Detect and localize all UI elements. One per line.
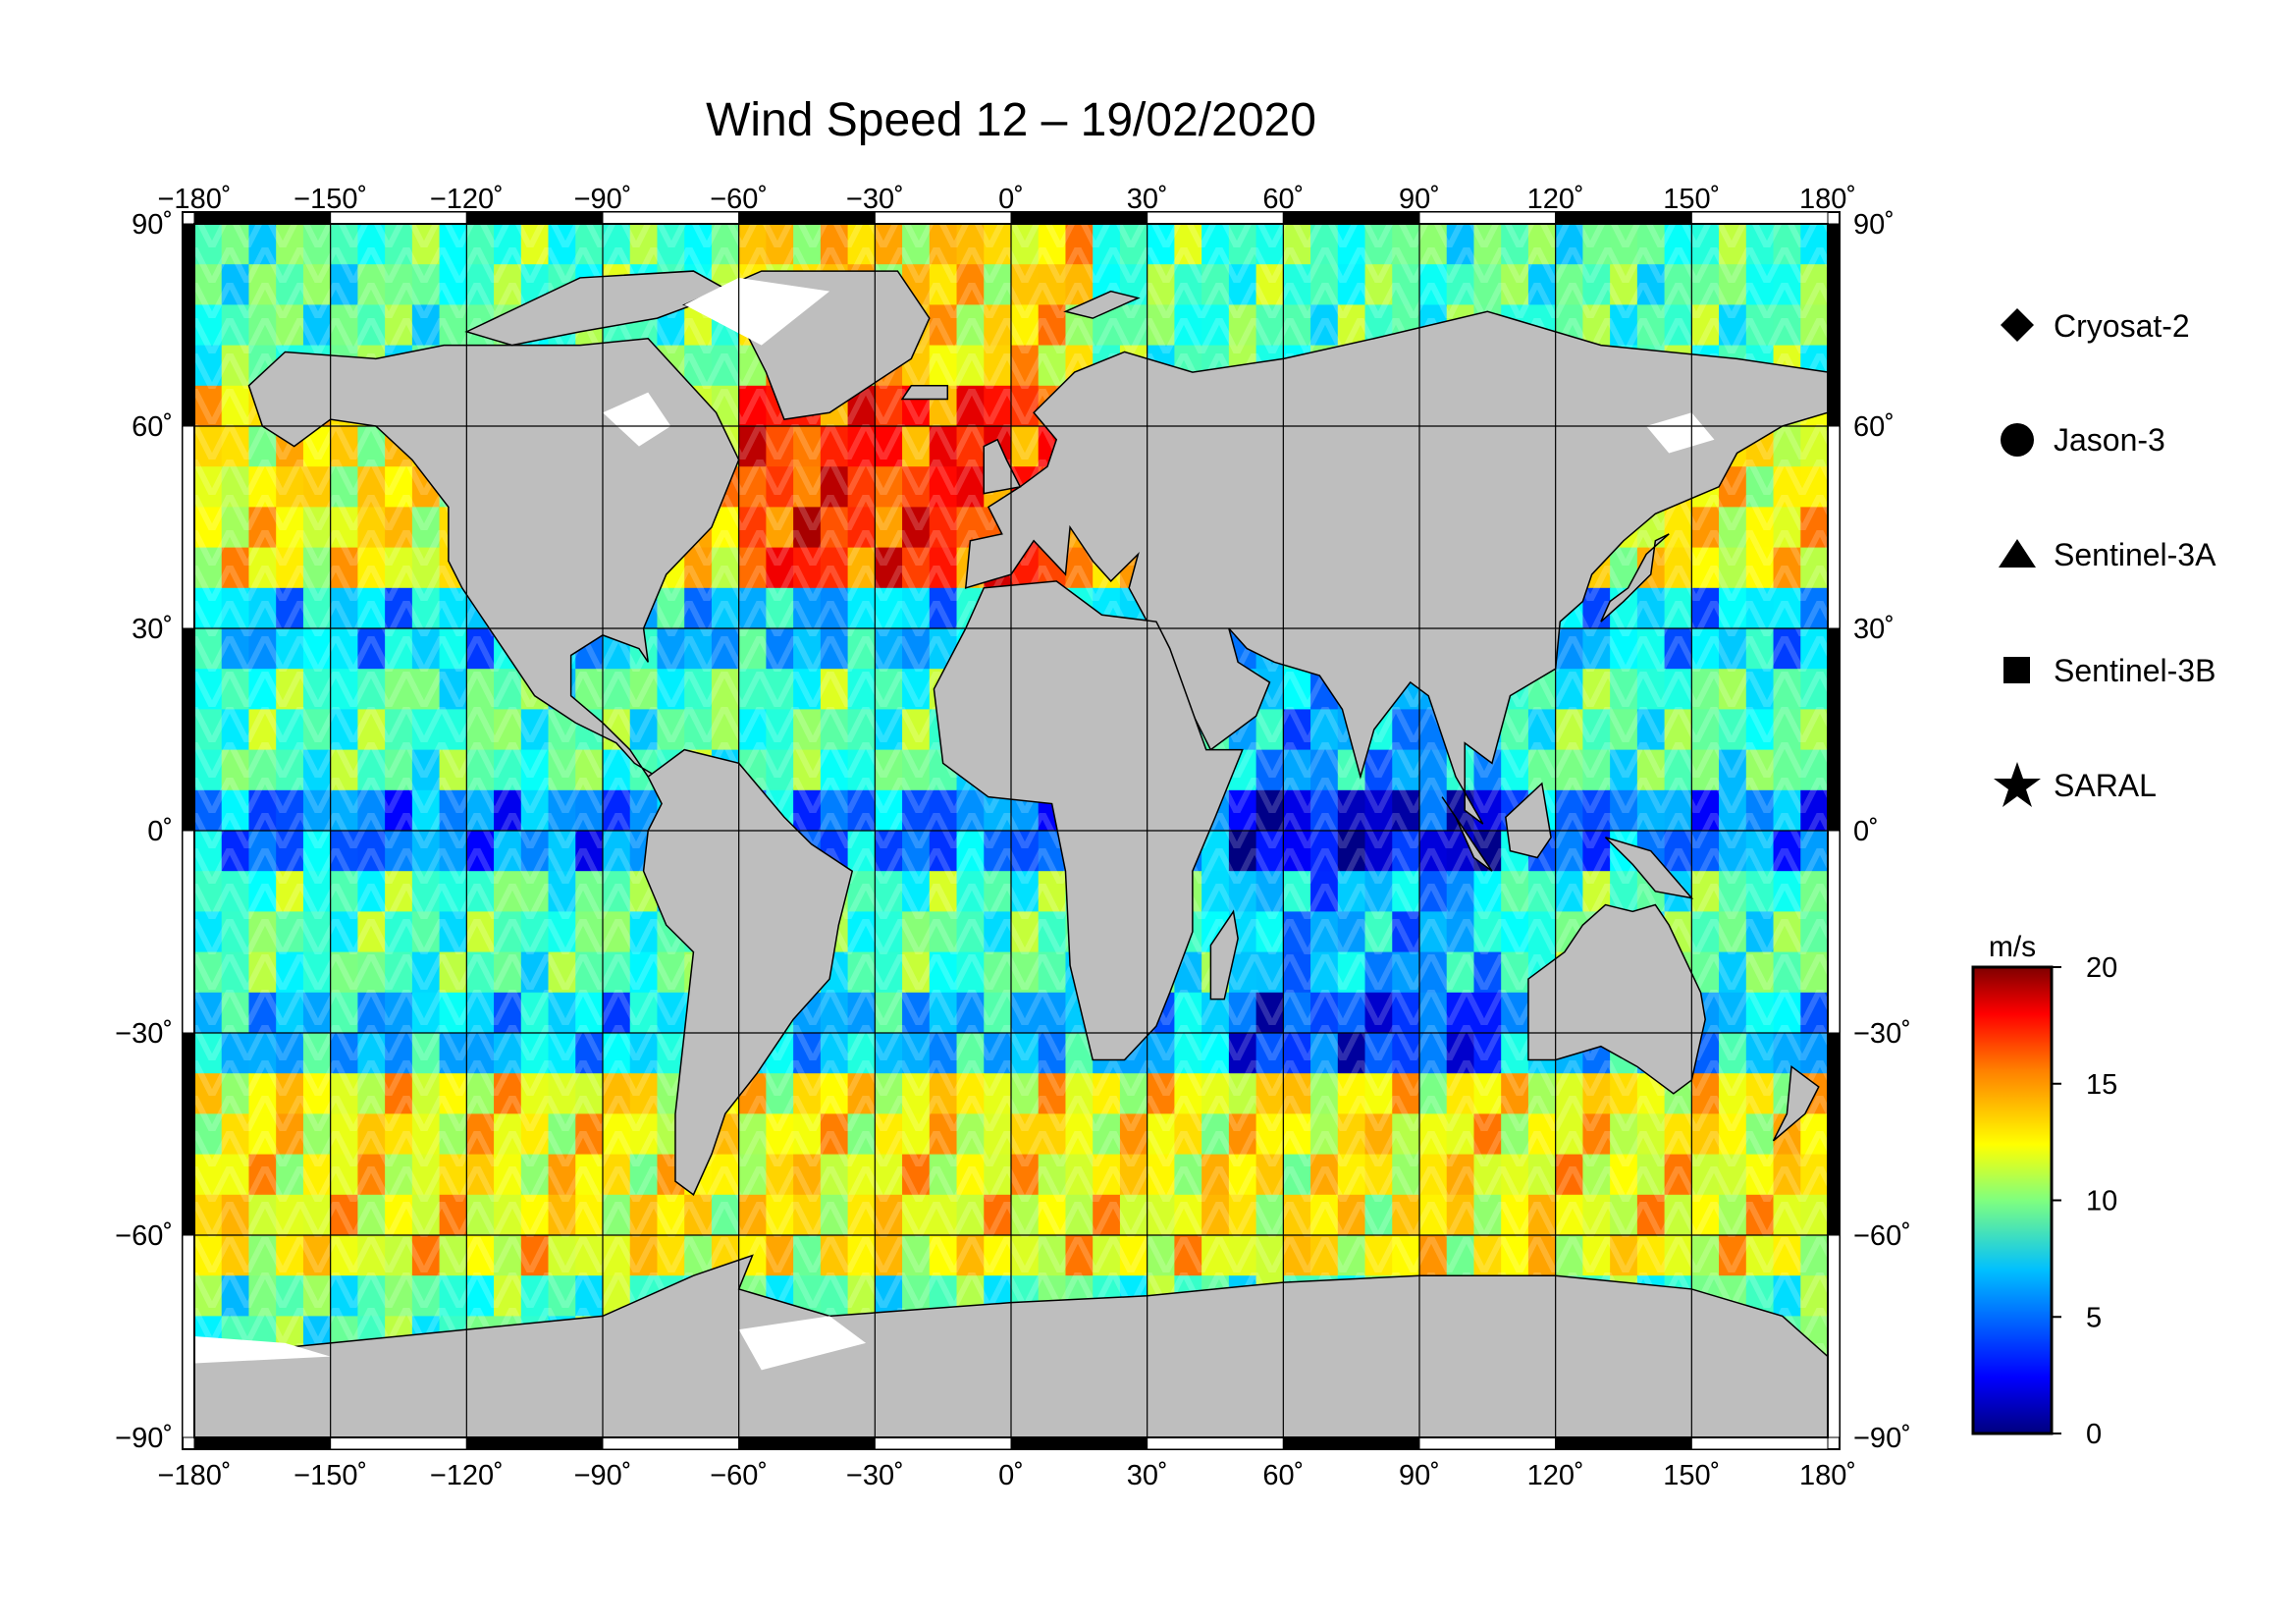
lon-tick-label: −180˚ xyxy=(158,184,232,215)
lon-tick-label: −120˚ xyxy=(430,184,504,215)
lon-tick-label: 0˚ xyxy=(998,1460,1024,1491)
lat-tick-label: 30˚ xyxy=(1853,614,1895,645)
legend-label: Jason-3 xyxy=(2054,422,2165,458)
lon-tick-label: 90˚ xyxy=(1399,1460,1440,1491)
lon-tick-label: −120˚ xyxy=(430,1460,504,1491)
lon-tick-label: 60˚ xyxy=(1262,184,1304,215)
lat-tick-label: 0˚ xyxy=(1853,816,1879,847)
chart-title: Wind Speed 12 – 19/02/2020 xyxy=(706,94,1316,146)
lat-tick-label: 60˚ xyxy=(132,411,173,443)
legend-item-sentinel-3a: Sentinel-3A xyxy=(1999,537,2216,572)
lat-tick-label: 60˚ xyxy=(1853,411,1895,443)
legend-label: SARAL xyxy=(2054,768,2157,803)
legend-item-jason: Jason-3 xyxy=(2001,422,2165,458)
sea-ice-nodata xyxy=(194,277,1715,1371)
map-grid xyxy=(194,224,1828,1437)
lon-tick-label: 60˚ xyxy=(1262,1460,1304,1491)
lon-tick-label: 180˚ xyxy=(1799,1460,1856,1491)
lon-tick-label: −150˚ xyxy=(294,184,367,215)
colorbar: m/s 20 15 10 5 0 xyxy=(1971,931,2117,1450)
lon-tick-label: 150˚ xyxy=(1663,1460,1720,1491)
triangle-icon xyxy=(1999,539,2036,568)
lon-tick-label: 150˚ xyxy=(1663,184,1720,215)
lon-tick-label: 180˚ xyxy=(1799,184,1856,215)
colorbar-unit: m/s xyxy=(1989,931,2036,963)
lat-tick-label: 30˚ xyxy=(132,614,173,645)
lat-tick-label: 90˚ xyxy=(1853,209,1895,241)
lon-tick-label: −150˚ xyxy=(294,1460,367,1491)
lon-tick-label: −90˚ xyxy=(574,184,632,215)
lon-tick-label: 90˚ xyxy=(1399,184,1440,215)
lon-tick-label: −60˚ xyxy=(710,1460,768,1491)
lat-tick-label: 0˚ xyxy=(147,816,173,847)
legend-item-sentinel-3b: Sentinel-3B xyxy=(2003,653,2216,688)
legend-label: Sentinel-3B xyxy=(2054,653,2216,688)
colorbar-ticks: 20 15 10 5 0 xyxy=(2052,952,2117,1450)
map-frame xyxy=(182,211,1841,1450)
colorbar-tick-label: 0 xyxy=(2086,1419,2102,1450)
lon-tick-label: −60˚ xyxy=(710,184,768,215)
lat-tick-label: −60˚ xyxy=(115,1220,173,1252)
lon-tick-label: −180˚ xyxy=(158,1460,232,1491)
lat-tick-label: −90˚ xyxy=(1853,1423,1911,1454)
colorbar-tick-label: 20 xyxy=(2086,952,2117,984)
lon-tick-label: 30˚ xyxy=(1127,184,1168,215)
lat-tick-label: −30˚ xyxy=(115,1018,173,1050)
lat-tick-label: −90˚ xyxy=(115,1423,173,1454)
lon-tick-label: 30˚ xyxy=(1127,1460,1168,1491)
lon-tick-label: 0˚ xyxy=(998,184,1024,215)
lon-tick-label: 120˚ xyxy=(1527,184,1584,215)
circle-icon xyxy=(2001,423,2034,457)
lon-tick-label: −30˚ xyxy=(846,1460,904,1491)
lat-tick-label: −60˚ xyxy=(1853,1220,1911,1252)
colorbar-tick-label: 5 xyxy=(2086,1302,2102,1333)
lat-tick-label: 90˚ xyxy=(132,209,173,241)
lon-tick-label: −30˚ xyxy=(846,184,904,215)
satellite-legend: Cryosat-2 Jason-3 Sentinel-3A Sentinel-3… xyxy=(1994,308,2216,807)
diamond-icon xyxy=(2001,308,2034,342)
colorbar-tick-label: 15 xyxy=(2086,1069,2117,1101)
legend-label: Cryosat-2 xyxy=(2054,308,2190,344)
lon-tick-label: 120˚ xyxy=(1527,1460,1584,1491)
lon-tick-label: −90˚ xyxy=(574,1460,632,1491)
legend-label: Sentinel-3A xyxy=(2054,537,2216,572)
square-icon xyxy=(2003,657,2030,683)
colorbar-tick-label: 10 xyxy=(2086,1186,2117,1217)
legend-item-cryosat: Cryosat-2 xyxy=(2001,308,2190,344)
legend-item-saral: SARAL xyxy=(1994,762,2157,807)
lat-tick-label: −30˚ xyxy=(1853,1018,1911,1050)
star-icon xyxy=(1994,762,2041,807)
axis-ticks: −180˚ −180˚ −150˚ −150˚ −120˚ −120˚ −90˚ −90˚ −6… xyxy=(115,184,1911,1491)
colorbar-gradient xyxy=(1971,965,2054,1435)
